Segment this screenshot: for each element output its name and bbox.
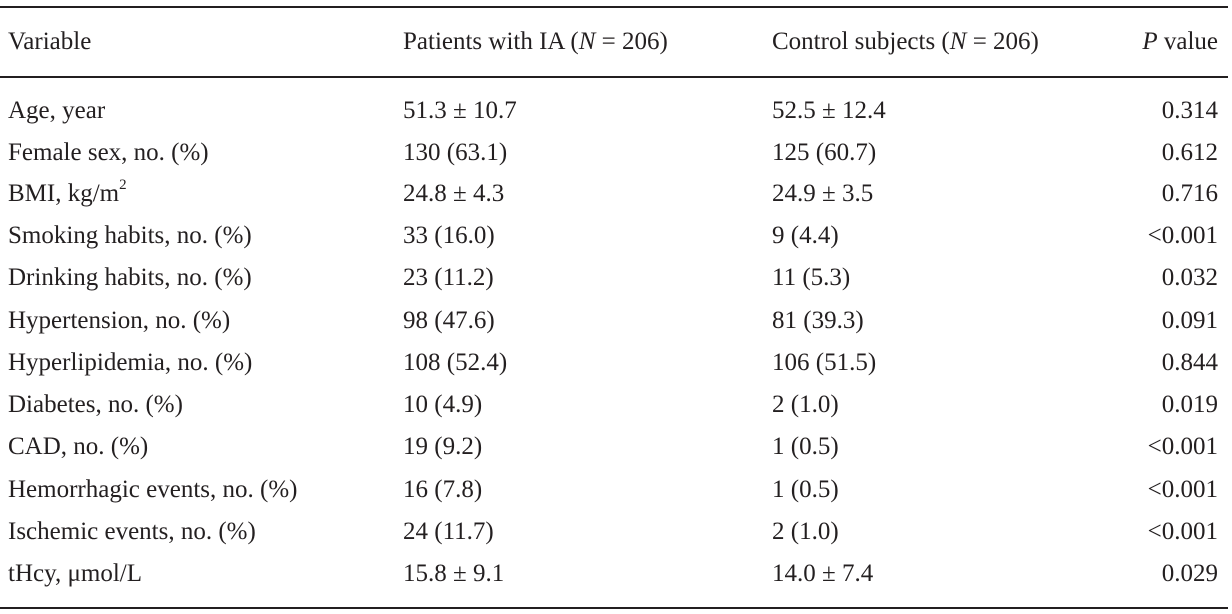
control-cell: 1 (0.5) xyxy=(772,476,839,503)
ia-cell: 51.3 ± 10.7 xyxy=(403,97,517,124)
table-header-row: Variable Patients with IA (N = 206) Cont… xyxy=(0,22,1232,62)
header-control-subjects: Control subjects (N = 206) xyxy=(772,22,1039,62)
control-cell: 1 (0.5) xyxy=(772,433,839,460)
table-row: BMI, kg/m2 24.8 ± 4.3 24.9 ± 3.5 0.716 xyxy=(0,174,1232,214)
table-row: Drinking habits, no. (%) 23 (11.2) 11 (5… xyxy=(0,258,1232,298)
ia-cell: 15.8 ± 9.1 xyxy=(403,560,505,587)
control-cell: 14.0 ± 7.4 xyxy=(772,560,874,587)
header-ia-suffix: = 206) xyxy=(595,28,668,55)
p-value-cell: 0.091 xyxy=(1161,307,1218,334)
header-p-suffix: value xyxy=(1157,28,1218,55)
ia-cell: 19 (9.2) xyxy=(403,433,483,460)
ia-cell: 23 (11.2) xyxy=(403,264,494,291)
p-value-cell: <0.001 xyxy=(1147,433,1218,460)
table-row: tHcy, μmol/L 15.8 ± 9.1 14.0 ± 7.4 0.029 xyxy=(0,554,1232,594)
control-cell: 24.9 ± 3.5 xyxy=(772,180,874,207)
header-rule xyxy=(0,76,1228,78)
header-p-value: P value xyxy=(1142,22,1218,62)
ia-cell: 33 (16.0) xyxy=(403,222,495,249)
p-value-cell: <0.001 xyxy=(1147,222,1218,249)
header-variable: Variable xyxy=(8,28,92,55)
p-value-cell: <0.001 xyxy=(1147,518,1218,545)
table-row: Female sex, no. (%) 130 (63.1) 125 (60.7… xyxy=(0,133,1232,173)
variable-cell: tHcy, μmol/L xyxy=(8,560,142,587)
control-cell: 2 (1.0) xyxy=(772,518,839,545)
table-row: Diabetes, no. (%) 10 (4.9) 2 (1.0) 0.019 xyxy=(0,385,1232,425)
ia-cell: 130 (63.1) xyxy=(403,139,508,166)
table-row: Ischemic events, no. (%) 24 (11.7) 2 (1.… xyxy=(0,512,1232,552)
top-rule xyxy=(0,6,1228,8)
table-row: CAD, no. (%) 19 (9.2) 1 (0.5) <0.001 xyxy=(0,427,1232,467)
variable-cell: Hemorrhagic events, no. (%) xyxy=(8,476,298,503)
bottom-rule xyxy=(0,607,1228,609)
header-patients-ia: Patients with IA (N = 206) xyxy=(403,22,668,62)
variable-cell: Hypertension, no. (%) xyxy=(8,307,231,334)
variable-text: BMI, kg/m xyxy=(8,180,120,207)
control-cell: 125 (60.7) xyxy=(772,139,877,166)
p-value-cell: 0.716 xyxy=(1161,180,1218,207)
variable-cell: CAD, no. (%) xyxy=(8,433,149,460)
variable-cell: Female sex, no. (%) xyxy=(8,139,209,166)
control-cell: 9 (4.4) xyxy=(772,222,839,249)
p-value-cell: 0.029 xyxy=(1161,560,1218,587)
superscript: 2 xyxy=(119,176,127,193)
ia-cell: 16 (7.8) xyxy=(403,476,483,503)
table-row: Hemorrhagic events, no. (%) 16 (7.8) 1 (… xyxy=(0,470,1232,510)
table-row: Smoking habits, no. (%) 33 (16.0) 9 (4.4… xyxy=(0,216,1232,256)
ia-cell: 108 (52.4) xyxy=(403,349,508,376)
header-p-symbol: P xyxy=(1142,28,1158,55)
control-cell: 106 (51.5) xyxy=(772,349,877,376)
p-value-cell: <0.001 xyxy=(1147,476,1218,503)
header-control-n-symbol: N xyxy=(949,28,967,55)
ia-cell: 10 (4.9) xyxy=(403,391,483,418)
control-cell: 2 (1.0) xyxy=(772,391,839,418)
variable-cell: BMI, kg/m2 xyxy=(8,174,127,214)
header-control-suffix: = 206) xyxy=(966,28,1039,55)
variable-cell: Ischemic events, no. (%) xyxy=(8,518,256,545)
p-value-cell: 0.844 xyxy=(1161,349,1218,376)
p-value-cell: 0.612 xyxy=(1161,139,1218,166)
p-value-cell: 0.314 xyxy=(1161,97,1218,124)
header-ia-prefix: Patients with IA ( xyxy=(403,28,579,55)
table-row: Hypertension, no. (%) 98 (47.6) 81 (39.3… xyxy=(0,301,1232,341)
variable-cell: Hyperlipidemia, no. (%) xyxy=(8,349,253,376)
control-cell: 11 (5.3) xyxy=(772,264,851,291)
table-row: Age, year 51.3 ± 10.7 52.5 ± 12.4 0.314 xyxy=(0,91,1232,131)
p-value-cell: 0.019 xyxy=(1161,391,1218,418)
variable-cell: Drinking habits, no. (%) xyxy=(8,264,252,291)
ia-cell: 24.8 ± 4.3 xyxy=(403,180,505,207)
table-row: Hyperlipidemia, no. (%) 108 (52.4) 106 (… xyxy=(0,343,1232,383)
variable-cell: Diabetes, no. (%) xyxy=(8,391,183,418)
control-cell: 52.5 ± 12.4 xyxy=(772,97,886,124)
ia-cell: 24 (11.7) xyxy=(403,518,494,545)
header-ia-n-symbol: N xyxy=(578,28,596,55)
p-value-cell: 0.032 xyxy=(1161,264,1218,291)
control-cell: 81 (39.3) xyxy=(772,307,864,334)
ia-cell: 98 (47.6) xyxy=(403,307,495,334)
variable-cell: Smoking habits, no. (%) xyxy=(8,222,252,249)
header-control-prefix: Control subjects ( xyxy=(772,28,950,55)
variable-cell: Age, year xyxy=(8,97,106,124)
